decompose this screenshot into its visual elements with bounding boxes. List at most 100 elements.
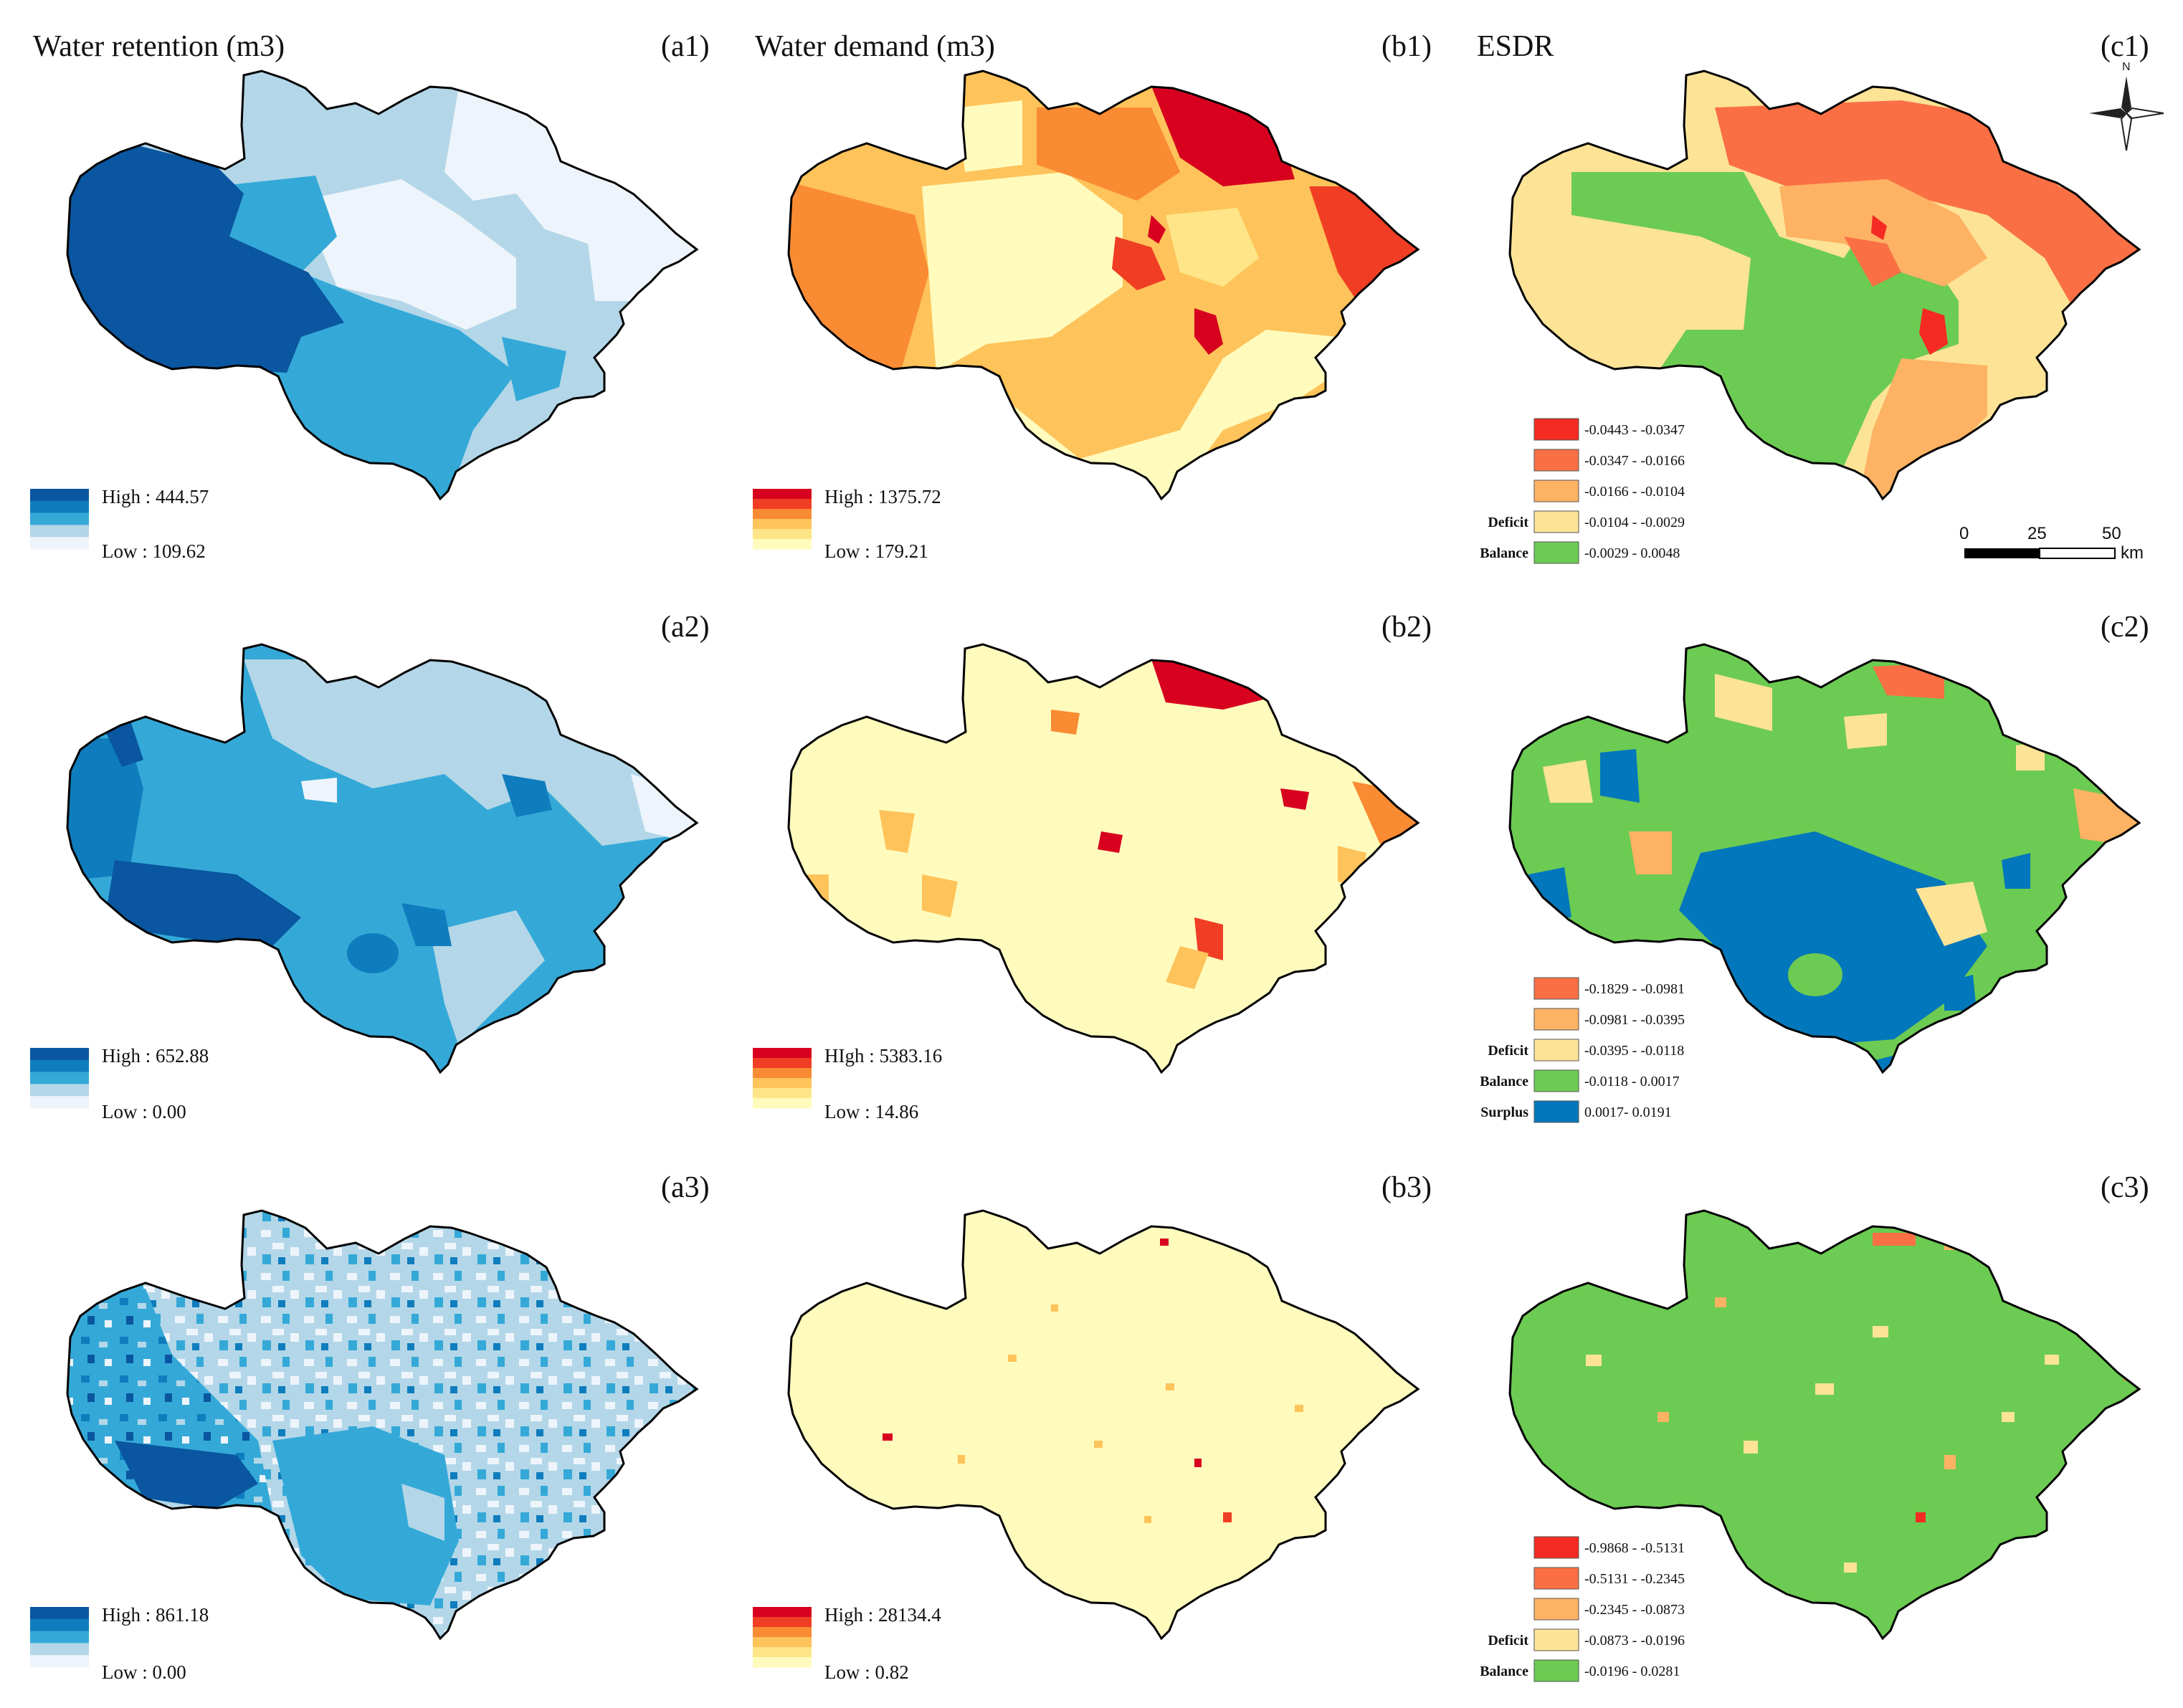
zone [1194, 1459, 1202, 1467]
legend-range: -0.0166 - -0.0104 [1584, 484, 1685, 500]
legend-swatch [1533, 1069, 1579, 1092]
zone [1873, 1326, 1888, 1337]
zone [1715, 674, 1772, 731]
zone [1098, 831, 1123, 853]
legend-ramp-swatch [30, 1607, 89, 1620]
scale-tick-25: 25 [2027, 524, 2047, 543]
legend-high-b3: High : 28134.4 [824, 1604, 941, 1626]
zone [1295, 1405, 1303, 1412]
legend-ramp-a1 [30, 489, 89, 550]
zone [347, 933, 399, 973]
zone [958, 100, 1022, 172]
legend-high-a1: High : 444.57 [102, 486, 209, 507]
legend-ramp-swatch [753, 1607, 812, 1618]
legend-ramp-swatch [30, 1048, 89, 1061]
scale-segment-black [1964, 548, 2040, 558]
zone [1916, 882, 1987, 946]
north-arrow-needle-up [2121, 76, 2131, 113]
zone [301, 778, 337, 803]
legend-ramp-b2 [753, 1048, 812, 1109]
legend-ramp-swatch [30, 525, 89, 538]
zone [1679, 831, 1987, 1046]
zone [1223, 1512, 1232, 1522]
zone [1051, 710, 1080, 735]
zone [67, 143, 344, 373]
esdr-legend-c1: -0.0443 - -0.0347 -0.0347 - -0.0166 -0.016… [1480, 418, 1685, 564]
zone [1844, 237, 1901, 287]
legend-class-label: Surplus [1480, 1105, 1528, 1120]
north-arrow: N [2089, 61, 2164, 151]
zone [1944, 975, 1977, 1011]
zone [1844, 1563, 1857, 1573]
column-title-water-demand: Water demand (m3) [755, 30, 995, 63]
legend-ramp-swatch [30, 512, 89, 525]
legend-ramp-swatch [753, 1637, 812, 1648]
legend-swatch [1533, 1628, 1579, 1651]
legend-high-a2: High : 652.88 [102, 1045, 209, 1067]
esdr-legend-c3: -0.9868 - -0.5131 -0.5131 - -0.2345 -0.234… [1480, 1536, 1685, 1682]
panel-label-b1: (b1) [1381, 30, 1432, 63]
zone [1715, 1297, 1726, 1307]
legend-range: -0.0347 - -0.0166 [1584, 453, 1685, 469]
panel-label-c3: (c3) [2101, 1171, 2149, 1204]
map-c1 [1508, 70, 2141, 500]
map-a3 [66, 1209, 698, 1640]
zone [883, 1433, 893, 1441]
zone [1148, 215, 1166, 244]
legend-swatch [1533, 1659, 1579, 1682]
zone [1744, 1441, 1758, 1454]
zone [502, 774, 552, 817]
panel-label-b2: (b2) [1381, 611, 1432, 644]
zone [115, 1441, 258, 1509]
legend-class-label: Balance [1480, 545, 1528, 561]
legend-ramp-swatch [753, 499, 812, 510]
legend-range: -0.5131 - -0.2345 [1584, 1571, 1685, 1587]
legend-ramp-swatch [30, 1618, 89, 1632]
zone [789, 644, 1418, 1072]
legend-low-b1: Low : 179.21 [824, 540, 928, 562]
legend-range: -0.0443 - -0.0347 [1584, 422, 1685, 438]
legend-ramp-swatch [30, 1096, 89, 1109]
panel-label-a1: (a1) [661, 30, 710, 63]
zone [807, 874, 829, 903]
legend-low-a1: Low : 109.62 [102, 540, 206, 562]
legend-swatch [1533, 977, 1579, 1000]
legend-swatch [1533, 480, 1579, 502]
legend-range: -0.1829 - -0.0981 [1584, 981, 1685, 997]
legend-swatch [1533, 1008, 1579, 1031]
zone [1194, 917, 1223, 960]
legend-ramp-swatch [753, 1647, 812, 1658]
zone [401, 1484, 444, 1541]
legend-ramp-b1 [753, 489, 812, 550]
north-arrow-needle-down [2120, 112, 2133, 151]
zone [1037, 108, 1180, 201]
legend-range: -0.2345 - -0.0873 [1584, 1602, 1685, 1618]
legend-low-b3: Low : 0.82 [824, 1661, 909, 1683]
legend-high-a3: High : 861.18 [102, 1604, 209, 1626]
legend-ramp-swatch [753, 1048, 812, 1059]
zone [1528, 867, 1571, 917]
legend-range: -0.0104 - -0.0029 [1584, 515, 1685, 530]
zone [2045, 1355, 2059, 1365]
legend-ramp-swatch [753, 1098, 812, 1109]
map-b1 [787, 70, 1419, 500]
legend-ramp-a3 [30, 1607, 89, 1668]
zone [1266, 1247, 1273, 1256]
zone [1144, 1516, 1151, 1523]
panel-label-b3: (b3) [1381, 1171, 1432, 1204]
legend-swatch [1533, 1567, 1579, 1590]
north-arrow-needle-left [2089, 108, 2126, 118]
legend-low-a2: Low : 0.00 [102, 1101, 186, 1122]
legend-range: -0.0196 - 0.0281 [1584, 1664, 1680, 1679]
legend-class-label: Deficit [1488, 515, 1528, 530]
zone [1844, 713, 1887, 749]
map-a2 [66, 643, 698, 1074]
legend-class-label: Balance [1480, 1074, 1528, 1089]
legend-swatch [1533, 541, 1579, 564]
legend-swatch [1533, 1100, 1579, 1123]
scale-tick-0: 0 [1959, 524, 1969, 543]
panel-label-c2: (c2) [2101, 611, 2149, 644]
legend-ramp-swatch [753, 1657, 812, 1668]
legend-ramp-swatch [753, 1617, 812, 1628]
